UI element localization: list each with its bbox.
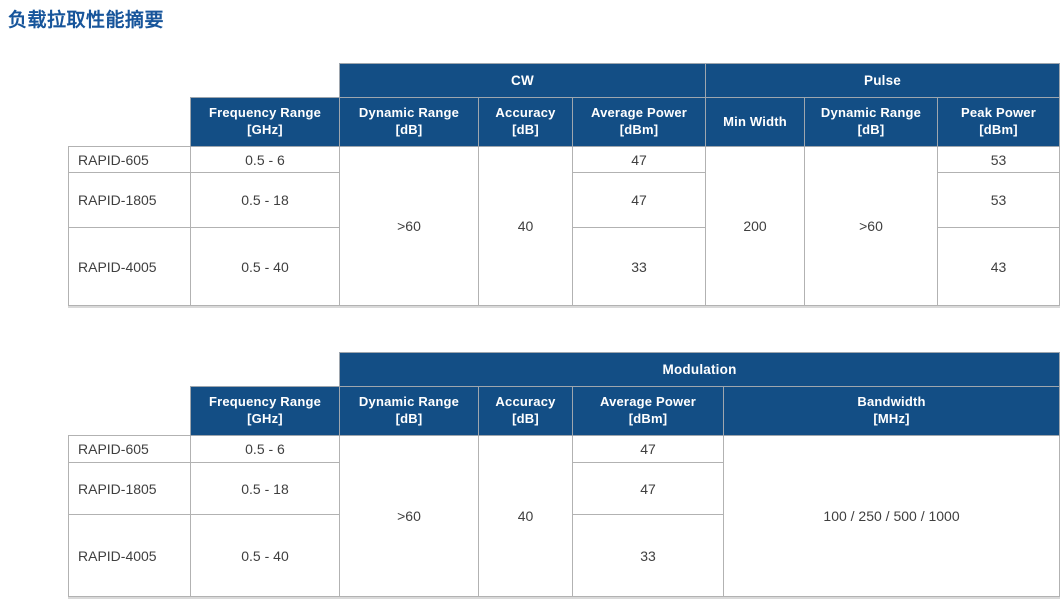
page-title: 负载拉取性能摘要 — [8, 10, 165, 31]
frequency-range-cell: 0.5 - 6 — [190, 435, 340, 463]
col-header-mod-bandwidth: Bandwidth [MHz] — [722, 386, 1061, 436]
col-header-pulse-dynamic-range: Dynamic Range [dB] — [804, 97, 938, 147]
table-row: CW Pulse — [69, 63, 1061, 98]
model-cell: RAPID-605 — [68, 146, 191, 173]
pulse-min-width-cell: 200 — [705, 146, 805, 306]
cw-accuracy-cell: 40 — [478, 146, 573, 306]
model-cell: RAPID-605 — [68, 435, 191, 463]
mod-average-power-cell: 47 — [572, 462, 724, 515]
frequency-range-cell: 0.5 - 18 — [190, 172, 340, 228]
mod-dynamic-range-cell: >60 — [339, 435, 479, 597]
table-row: RAPID-1805 0.5 - 18 47 — [68, 462, 1060, 515]
table-row: RAPID-1805 0.5 - 18 47 53 — [68, 172, 1061, 228]
cw-pulse-table: CW Pulse Frequency Range [GHz] Dynamic R… — [68, 63, 1061, 306]
col-header-frequency-range: Frequency Range [GHz] — [190, 97, 340, 147]
group-header-pulse: Pulse — [704, 63, 1061, 98]
cw-dynamic-range-cell: >60 — [339, 146, 479, 306]
cw-average-power-cell: 33 — [572, 227, 706, 306]
col-header-pulse-min-width: Min Width — [705, 97, 805, 147]
col-header-cw-dynamic-range: Dynamic Range [dB] — [339, 97, 479, 147]
col-header-frequency-range: Frequency Range [GHz] — [190, 386, 340, 436]
pulse-peak-power-cell: 43 — [936, 227, 1061, 306]
model-cell: RAPID-1805 — [68, 172, 191, 228]
col-header-mod-accuracy: Accuracy [dB] — [478, 386, 573, 436]
pulse-dynamic-range-cell: >60 — [804, 146, 938, 306]
table-row: Frequency Range [GHz] Dynamic Range [dB]… — [69, 386, 1061, 436]
modulation-table: Modulation Frequency Range [GHz] Dynamic… — [68, 352, 1061, 597]
model-cell: RAPID-4005 — [68, 227, 191, 306]
spacer-cell — [69, 353, 340, 387]
model-cell: RAPID-4005 — [68, 514, 191, 597]
col-header-mod-average-power: Average Power [dBm] — [572, 386, 724, 436]
frequency-range-cell: 0.5 - 6 — [190, 146, 340, 173]
col-header-pulse-peak-power: Peak Power [dBm] — [936, 97, 1061, 147]
mod-accuracy-cell: 40 — [478, 435, 573, 597]
mod-average-power-cell: 47 — [572, 435, 724, 463]
table-row: RAPID-605 0.5 - 6 >60 40 47 100 / 250 / … — [68, 435, 1061, 597]
col-header-cw-average-power: Average Power [dBm] — [572, 97, 706, 147]
table-row: Frequency Range [GHz] Dynamic Range [dB]… — [69, 97, 1061, 147]
spacer-cell — [69, 64, 340, 98]
table-row: Modulation — [69, 352, 1061, 387]
frequency-range-cell: 0.5 - 40 — [190, 227, 340, 306]
frequency-range-cell: 0.5 - 18 — [190, 462, 340, 515]
pulse-peak-power-cell: 53 — [936, 146, 1061, 173]
mod-average-power-cell: 33 — [572, 514, 724, 597]
pulse-peak-power-cell: 53 — [936, 172, 1061, 228]
col-header-cw-accuracy: Accuracy [dB] — [478, 97, 573, 147]
model-cell: RAPID-1805 — [68, 462, 191, 515]
table-row: RAPID-4005 0.5 - 40 33 — [68, 514, 1060, 597]
spacer-cell — [69, 387, 191, 436]
cw-average-power-cell: 47 — [572, 146, 706, 173]
cw-average-power-cell: 47 — [572, 172, 706, 228]
col-header-mod-dynamic-range: Dynamic Range [dB] — [339, 386, 479, 436]
frequency-range-cell: 0.5 - 40 — [190, 514, 340, 597]
table-row: RAPID-605 0.5 - 6 >60 40 47 200 >60 53 — [68, 146, 1061, 306]
group-header-modulation: Modulation — [338, 352, 1061, 387]
mod-bandwidth-cell: 100 / 250 / 500 / 1000 — [722, 435, 1061, 597]
spacer-cell — [69, 98, 191, 147]
group-header-cw: CW — [339, 63, 706, 98]
table-row: RAPID-4005 0.5 - 40 33 43 — [68, 227, 1061, 306]
